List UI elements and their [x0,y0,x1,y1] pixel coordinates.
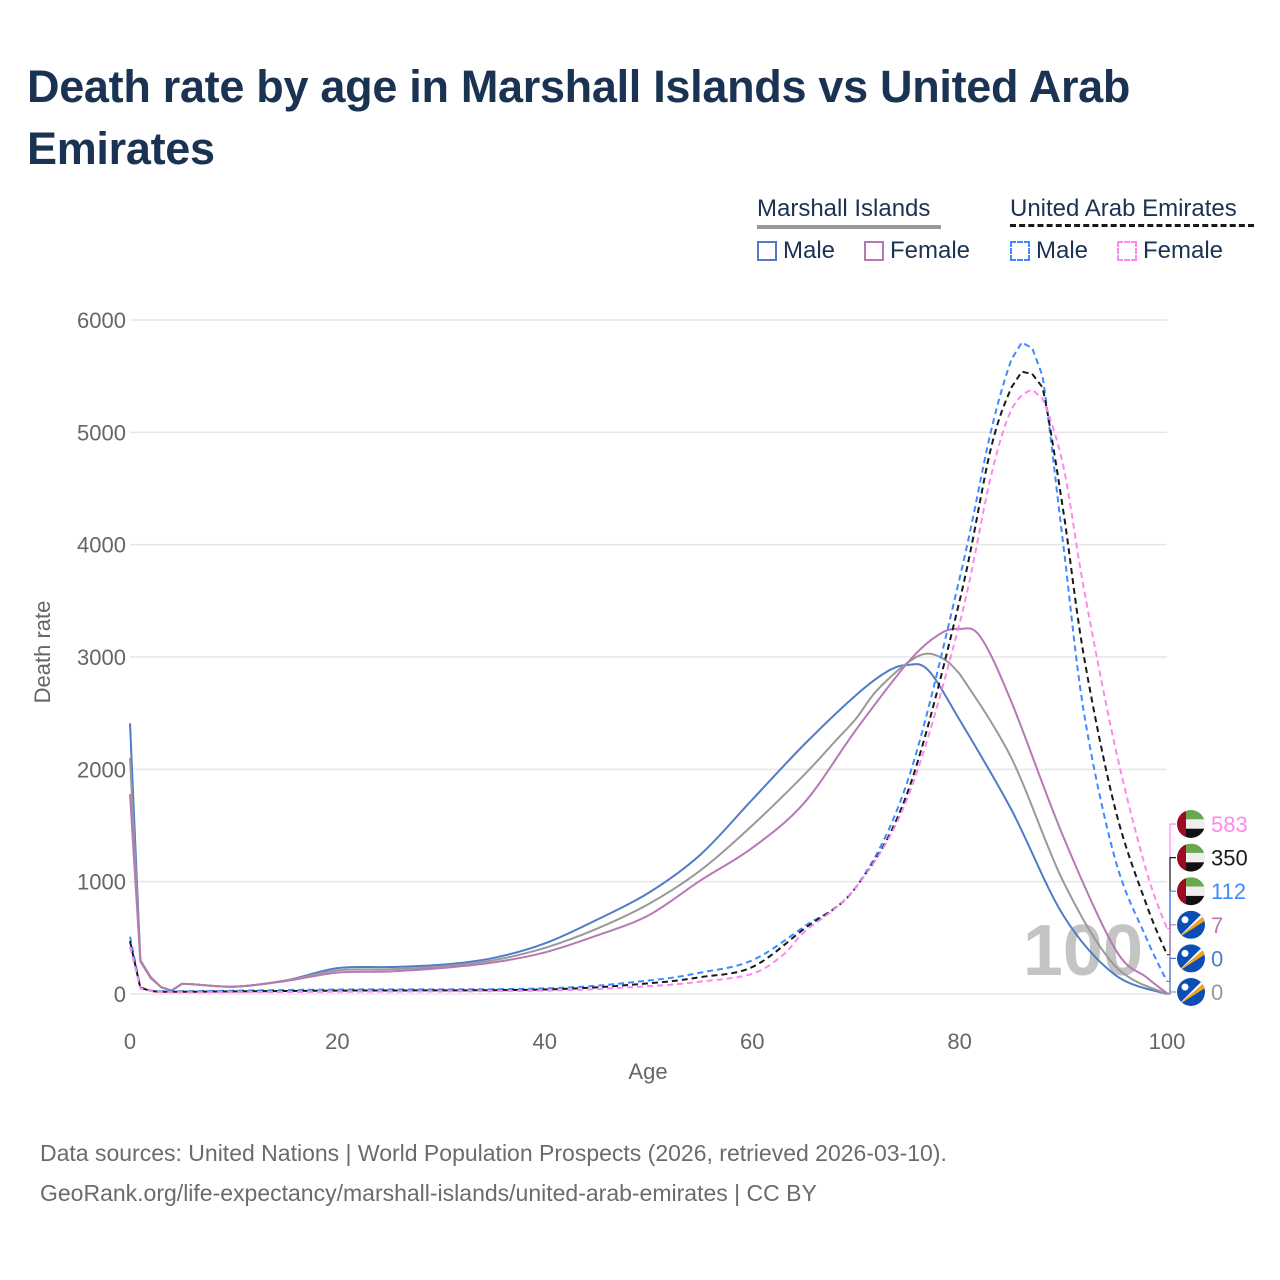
y-tick-label: 2000 [77,757,126,782]
end-value-label: 7 [1211,913,1223,938]
y-axis-label: Death rate [30,601,55,704]
y-tick-label: 6000 [77,308,126,333]
end-label-connector [1167,924,1176,994]
series-line-united-arab-emirates-total[interactable] [129,370,1168,993]
x-axis-label: Age [628,1059,667,1084]
y-tick-label: 3000 [77,645,126,670]
source-line-2[interactable]: GeoRank.org/life-expectancy/marshall-isl… [40,1180,817,1206]
series-line-marshall-islands-male[interactable] [129,663,1168,995]
end-value-label: 583 [1211,812,1248,837]
end-value-label: 350 [1211,846,1248,871]
legend-swatch [1117,241,1137,261]
marshall-islands-flag-icon [1177,910,1205,939]
series-line-marshall-islands-female[interactable] [129,627,1168,995]
x-tick-label: 100 [1149,1029,1186,1054]
legend-group-uae: United Arab Emirates [1010,195,1237,222]
end-label-connector [1167,890,1176,983]
end-value-label: 112 [1211,879,1246,904]
end-value-label: 0 [1211,980,1223,1005]
y-tick-label: 4000 [77,533,126,558]
y-tick-label: 0 [114,982,126,1007]
uae-flag-icon [1177,810,1205,838]
marshall-islands-flag-icon [1177,978,1205,1006]
legend-swatch [757,241,777,261]
series-line-united-arab-emirates-male[interactable] [129,341,1168,993]
end-label-connector [1167,857,1176,956]
legend-item-mi-male[interactable]: Male [757,237,835,265]
legend-item-mi-female[interactable]: Female [864,237,970,265]
watermark-year: 100 [1023,911,1143,991]
legend-label: Female [1143,237,1224,264]
x-tick-label: 0 [124,1029,136,1054]
marshall-islands-flag-icon [1177,944,1205,973]
legend-swatch [864,241,884,261]
legend-label: Male [783,237,836,264]
legend-swatch [1010,241,1030,261]
legend-label: Male [1036,237,1089,264]
x-tick-label: 60 [740,1029,764,1054]
series-line-united-arab-emirates-female[interactable] [129,388,1168,994]
legend-item-uae-female[interactable]: Female [1117,237,1223,265]
y-tick-label: 5000 [77,420,126,445]
legend-line-uae [1010,224,1254,227]
x-tick-label: 40 [533,1029,557,1054]
source-line-1: Data sources: United Nations | World Pop… [40,1140,947,1166]
end-label-connector [1167,957,1176,995]
uae-flag-icon [1177,843,1205,872]
end-label-connector [1167,823,1176,930]
chart-title: Death rate by age in Marshall Islands vs… [27,61,1131,174]
uae-flag-icon [1177,877,1205,906]
y-tick-label: 1000 [77,870,126,895]
legend-group-marshall-islands: Marshall Islands [757,195,931,222]
end-label-connector [1167,991,1176,995]
x-tick-label: 80 [947,1029,971,1054]
legend-line-marshall-islands [757,225,941,229]
series-line-marshall-islands-total[interactable] [129,652,1168,995]
x-tick-label: 20 [325,1029,349,1054]
legend-item-uae-male[interactable]: Male [1010,237,1088,265]
legend-label: Female [890,237,971,264]
end-value-label: 0 [1211,946,1223,971]
